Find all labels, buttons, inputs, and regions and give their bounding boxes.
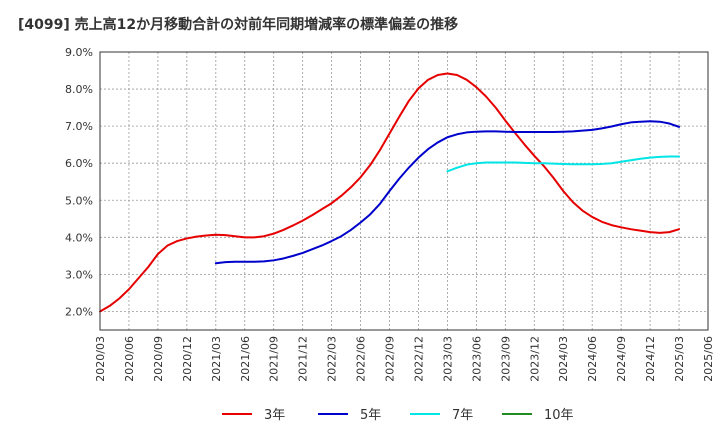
- x-tick-label: 2022/06: [355, 336, 368, 382]
- series-line-5年: [214, 120, 681, 265]
- x-tick-label: 2024/06: [586, 336, 599, 382]
- legend-label: 10年: [544, 408, 574, 423]
- x-tick-label: 2023/12: [528, 336, 541, 382]
- chart-title: [4099] 売上高12か月移動合計の対前年同期増減率の標準偏差の推移: [18, 16, 458, 33]
- x-tick-label: 2021/12: [297, 336, 310, 382]
- x-tick-label: 2023/09: [499, 336, 512, 382]
- legend-item: 5年: [318, 408, 381, 423]
- x-tick-label: 2020/06: [123, 336, 136, 382]
- x-tick-label: 2024/09: [615, 336, 628, 382]
- y-tick-label: 3.0%: [65, 268, 93, 281]
- y-tick-label: 6.0%: [65, 157, 93, 170]
- legend-label: 3年: [264, 408, 285, 423]
- y-tick-label: 4.0%: [65, 231, 93, 244]
- x-tick-label: 2022/12: [412, 336, 425, 382]
- y-tick-label: 5.0%: [65, 194, 93, 207]
- legend-label: 5年: [360, 408, 381, 423]
- series-layer: [99, 72, 681, 313]
- series-line-3年: [99, 72, 681, 313]
- y-tick-label: 2.0%: [65, 305, 93, 318]
- x-tick-label: 2020/09: [152, 336, 165, 382]
- y-tick-label: 7.0%: [65, 120, 93, 133]
- x-tick-label: 2025/06: [702, 336, 715, 382]
- legend-item: 3年: [222, 408, 285, 423]
- y-axis: 2.0% 3.0% 4.0% 5.0% 6.0% 7.0% 8.0% 9.0%: [65, 46, 93, 318]
- x-tick-label: 2021/03: [210, 336, 223, 382]
- legend-item: 7年: [410, 408, 473, 423]
- y-tick-label: 9.0%: [65, 46, 93, 59]
- x-tick-label: 2020/12: [181, 336, 194, 382]
- grid: [99, 51, 709, 330]
- x-tick-label: 2025/03: [673, 336, 686, 382]
- x-axis: 2020/03 2020/06 2020/09 2020/12 2021/03 2021/…: [94, 336, 715, 382]
- x-tick-label: 2022/09: [384, 336, 397, 382]
- series-line-7年: [446, 155, 681, 173]
- x-tick-label: 2024/03: [557, 336, 570, 382]
- legend-item: 10年: [502, 408, 574, 423]
- legend-label: 7年: [452, 408, 473, 423]
- x-tick-label: 2020/03: [94, 336, 107, 382]
- x-tick-label: 2022/03: [326, 336, 339, 382]
- x-tick-label: 2021/06: [239, 336, 252, 382]
- x-tick-label: 2023/06: [470, 336, 483, 382]
- plot-frame: [99, 51, 709, 331]
- y-tick-label: 8.0%: [65, 83, 93, 96]
- x-tick-label: 2023/03: [441, 336, 454, 382]
- x-tick-label: 2021/09: [268, 336, 281, 382]
- x-tick-label: 2024/12: [644, 336, 657, 382]
- legend: 3年 5年 7年 10年: [222, 408, 574, 423]
